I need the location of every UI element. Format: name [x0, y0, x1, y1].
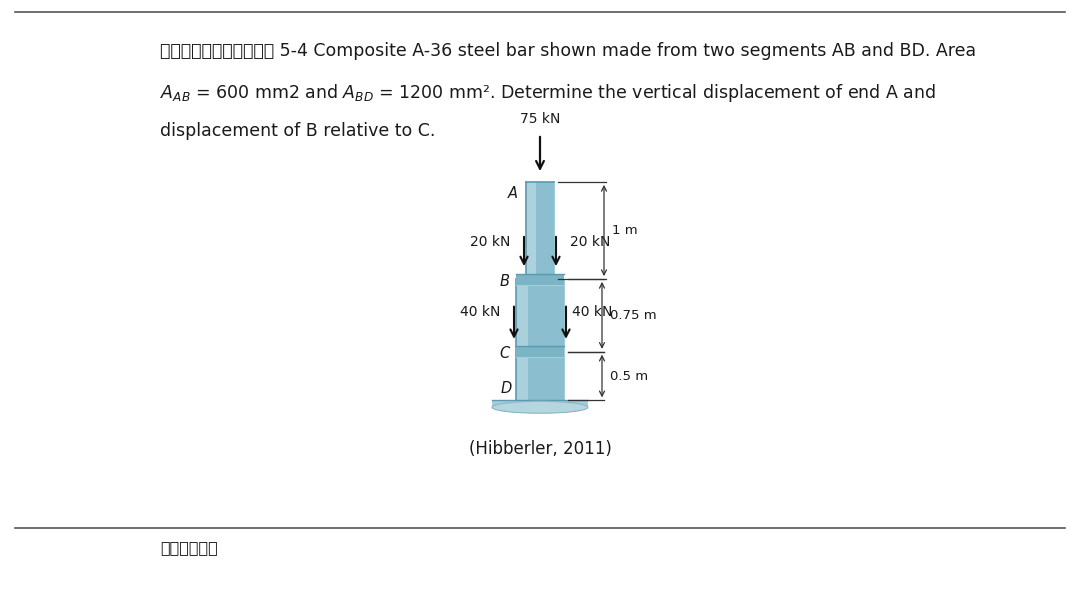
- Text: 20 kN: 20 kN: [570, 235, 610, 249]
- Text: B: B: [500, 274, 510, 289]
- Polygon shape: [526, 182, 554, 279]
- Text: 40 kN: 40 kN: [572, 305, 612, 319]
- Text: 0.75 m: 0.75 m: [610, 309, 657, 322]
- Polygon shape: [492, 400, 588, 407]
- Ellipse shape: [492, 401, 588, 413]
- Text: 40 kN: 40 kN: [460, 305, 500, 319]
- Polygon shape: [516, 279, 564, 400]
- Text: 75 kN: 75 kN: [519, 112, 561, 126]
- Polygon shape: [526, 182, 536, 279]
- Text: 0.5 m: 0.5 m: [610, 370, 648, 382]
- Text: 20 kN: 20 kN: [470, 235, 510, 249]
- Polygon shape: [516, 274, 564, 284]
- Polygon shape: [516, 346, 564, 357]
- Text: A: A: [508, 186, 518, 201]
- Text: 1 m: 1 m: [612, 224, 637, 237]
- Text: C: C: [500, 346, 510, 361]
- Text: D: D: [501, 381, 512, 396]
- Polygon shape: [516, 279, 528, 400]
- Text: วิธีทำ: วิธีทำ: [160, 540, 218, 555]
- Text: (Hibberler, 2011): (Hibberler, 2011): [469, 440, 611, 458]
- Text: ตัวอย่างที่ 5-4 Composite A-36 steel bar shown made from two segments AB and BD.: ตัวอย่างที่ 5-4 Composite A-36 steel bar…: [160, 42, 976, 60]
- Text: $A_{AB}$ = 600 mm2 and $A_{BD}$ = 1200 mm². Determine the vertical displacement : $A_{AB}$ = 600 mm2 and $A_{BD}$ = 1200 m…: [160, 82, 936, 104]
- Text: displacement of B relative to C.: displacement of B relative to C.: [160, 122, 435, 140]
